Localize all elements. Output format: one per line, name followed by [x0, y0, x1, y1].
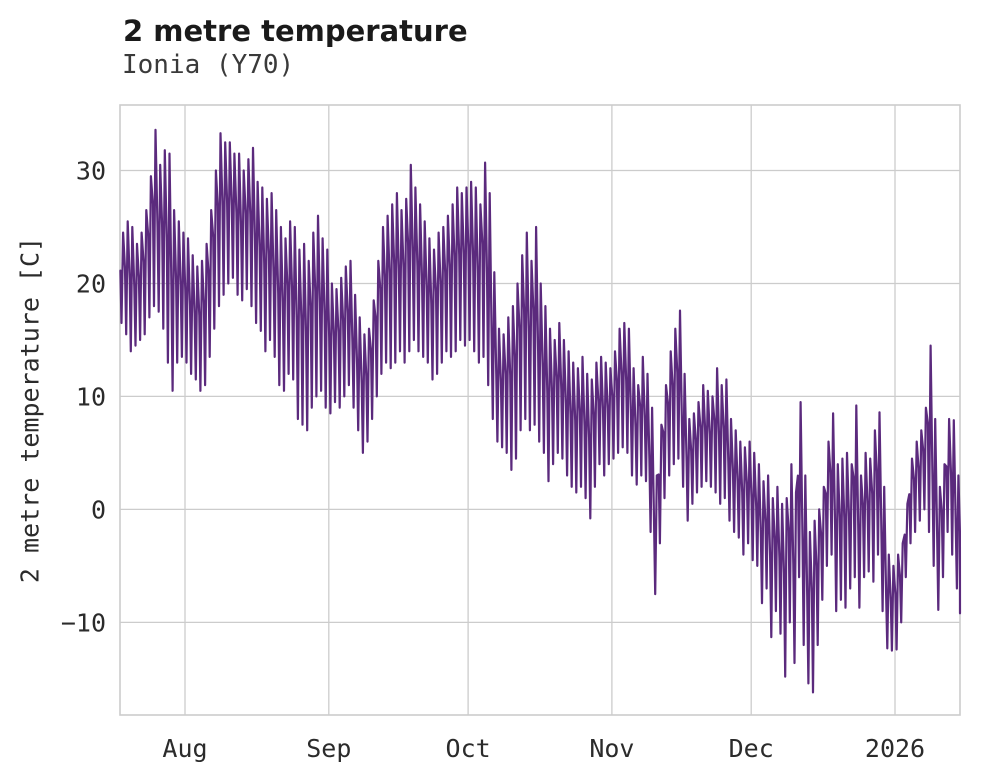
svg-text:0: 0: [91, 495, 106, 524]
x-tick-labels: Aug Sep Oct Nov Dec 2026: [162, 734, 925, 763]
svg-text:Aug: Aug: [162, 734, 207, 763]
svg-text:10: 10: [76, 382, 106, 411]
svg-text:Oct: Oct: [446, 734, 491, 763]
svg-text:30: 30: [76, 157, 106, 186]
svg-text:−10: −10: [61, 608, 106, 637]
svg-text:Dec: Dec: [729, 734, 774, 763]
svg-text:Nov: Nov: [589, 734, 634, 763]
temperature-series-line: [119, 128, 962, 694]
y-axis-label: 2 metre temperature [C]: [15, 236, 45, 584]
chart-subtitle: Ionia (Y70): [122, 50, 295, 80]
svg-text:2026: 2026: [865, 734, 925, 763]
y-tick-labels: −10 0 10 20 30: [61, 157, 106, 638]
svg-text:20: 20: [76, 270, 106, 299]
chart-title: 2 metre temperature: [123, 14, 468, 48]
plot-frame: [119, 104, 961, 716]
svg-text:Sep: Sep: [306, 734, 351, 763]
